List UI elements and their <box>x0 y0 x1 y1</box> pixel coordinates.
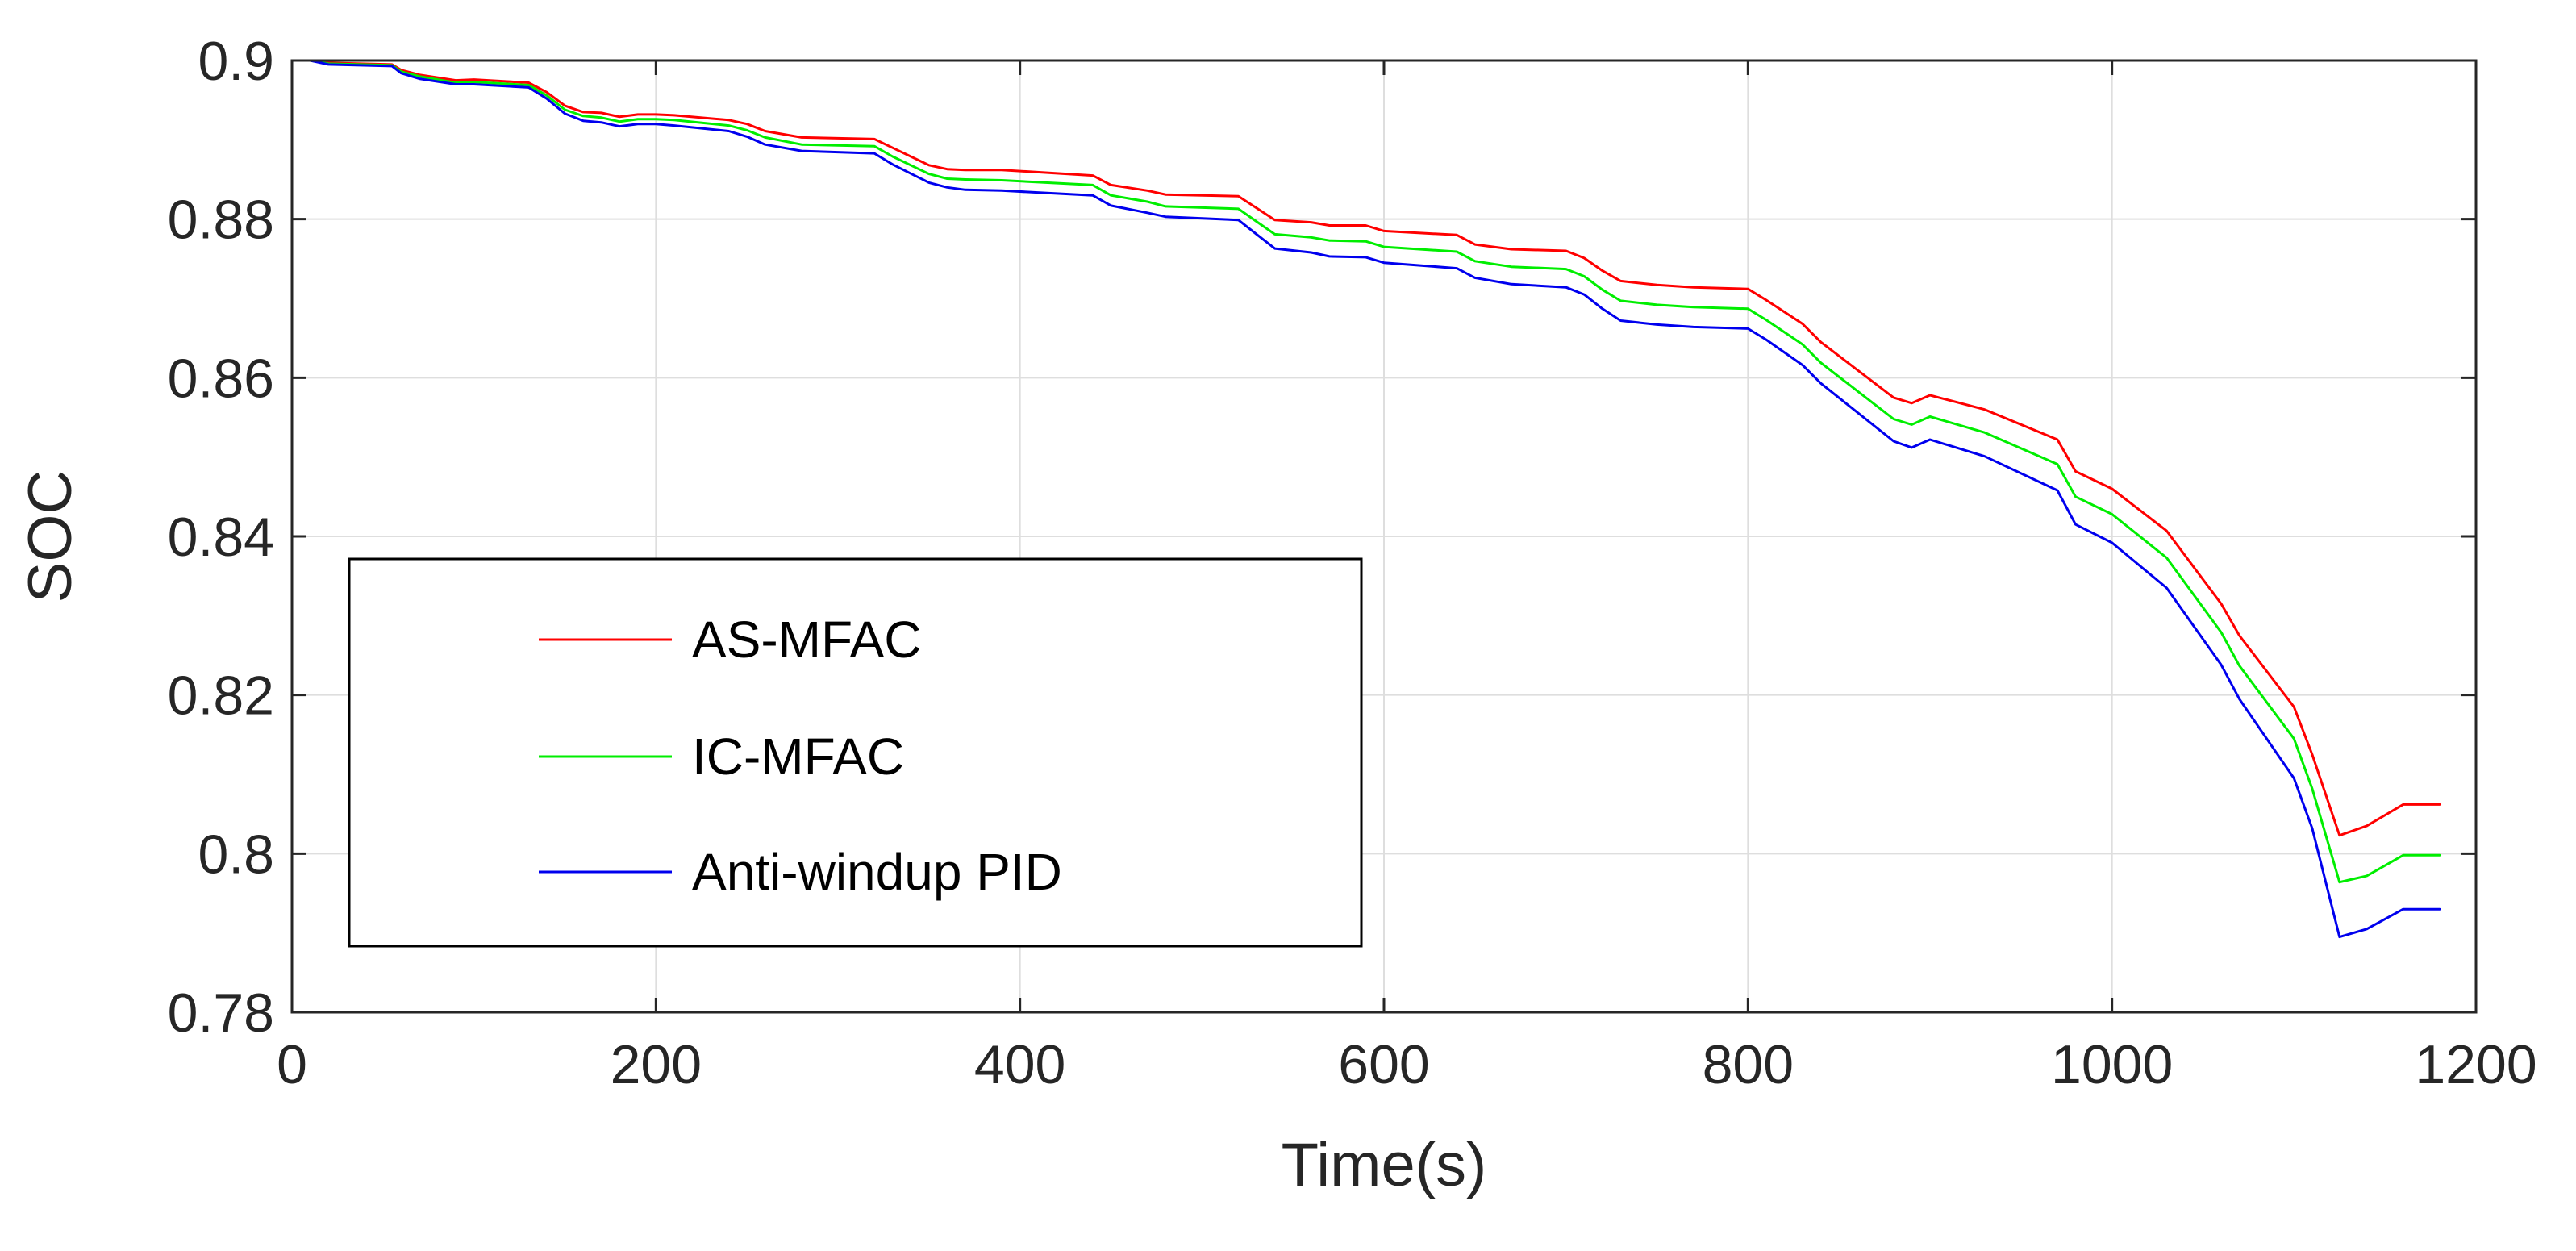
y-axis-label: SOC <box>16 470 85 603</box>
x-axis-label: Time(s) <box>1282 1131 1487 1199</box>
x-tick-labels: 0 200 400 600 800 1000 1200 <box>277 1034 2537 1095</box>
series-line-2 <box>290 59 2441 939</box>
legend-box <box>348 557 1363 948</box>
x-tick-label: 200 <box>611 1034 702 1095</box>
y-tick-label: 0.78 <box>168 982 274 1044</box>
x-tick-label: 1000 <box>2051 1034 2173 1095</box>
y-tick-label: 0.82 <box>168 665 274 727</box>
y-tick-label: 0.8 <box>198 824 274 885</box>
legend-label-2: Anti-windup PID <box>692 843 1062 901</box>
x-tick-label: 0 <box>277 1034 307 1095</box>
legend: AS-MFAC IC-MFAC Anti-windup PID <box>348 557 1363 948</box>
x-tick-label: 800 <box>1703 1034 1794 1095</box>
y-tick-labels: 0.78 0.8 0.82 0.84 0.86 0.88 0.9 <box>168 31 274 1044</box>
x-tick-label: 1200 <box>2415 1034 2536 1095</box>
ticks <box>290 59 2478 1014</box>
series-line-0 <box>290 59 2441 837</box>
x-tick-label: 400 <box>974 1034 1065 1095</box>
y-tick-label: 0.9 <box>198 31 274 92</box>
y-tick-label: 0.86 <box>168 348 274 409</box>
x-tick-label: 600 <box>1338 1034 1429 1095</box>
y-tick-label: 0.88 <box>168 190 274 251</box>
series-line-1 <box>290 59 2441 884</box>
grid <box>292 60 2476 1012</box>
series-group <box>290 59 2441 939</box>
legend-label-1: IC-MFAC <box>692 728 904 786</box>
legend-items: AS-MFAC IC-MFAC Anti-windup PID <box>539 611 1062 901</box>
y-tick-label: 0.84 <box>168 507 274 568</box>
legend-label-0: AS-MFAC <box>692 611 921 669</box>
